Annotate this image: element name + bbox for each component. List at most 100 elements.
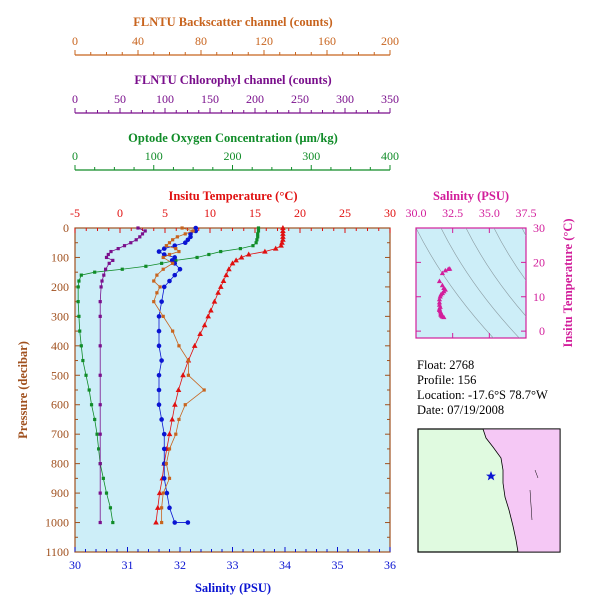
chlorophyll-tick-label: 150 — [201, 92, 219, 106]
backscatter-point — [186, 358, 190, 363]
oxygen-point — [256, 232, 260, 236]
backscatter-point — [155, 273, 159, 277]
temperature-point — [279, 239, 285, 245]
chlorophyll-point — [98, 314, 102, 318]
backscatter-point — [167, 476, 172, 480]
oxygen-point — [174, 258, 178, 262]
chlorophyll-point — [116, 247, 120, 251]
oxygen-point — [207, 252, 211, 257]
inset-y-tick-label: 10 — [533, 290, 545, 304]
salinity-point — [159, 358, 164, 363]
salinity-point — [167, 505, 172, 511]
temperature-point — [280, 225, 286, 230]
chlorophyll-point — [98, 373, 102, 377]
temperature-point — [169, 416, 175, 422]
float-position-star — [486, 471, 496, 481]
chlorophyll-point — [98, 520, 102, 525]
oxygen-point — [195, 255, 199, 260]
chlorophyll-point — [98, 491, 102, 495]
salinity-point — [156, 343, 162, 349]
oxygen-point — [95, 432, 99, 436]
oxygen-point — [76, 300, 80, 304]
temperature-point — [280, 227, 286, 233]
oxygen-point — [101, 476, 105, 480]
backscatter-point — [202, 388, 206, 392]
salinity-point — [169, 258, 175, 263]
density-contour — [465, 228, 526, 317]
temperature-point — [180, 372, 186, 378]
inset-x-tick-label: 37.5 — [516, 206, 537, 220]
chlorophyll-point — [98, 403, 102, 407]
chlorophyll-point — [140, 232, 145, 236]
chlorophyll-point — [98, 300, 102, 304]
backscatter-point — [174, 247, 178, 251]
oxygen-point — [89, 403, 94, 407]
salinity-tick-label: 30 — [69, 558, 81, 572]
temperature-tick-label: 5 — [162, 206, 168, 220]
backscatter-point — [177, 344, 181, 348]
salinity-point — [167, 278, 172, 284]
backscatter-point — [191, 229, 195, 233]
salinity-tick-label: 31 — [122, 558, 134, 572]
backscatter-point — [155, 291, 159, 295]
backscatter-point — [164, 462, 168, 466]
backscatter-point — [183, 403, 187, 407]
inset-x-tick-label: 32.5 — [442, 206, 463, 220]
float-number: Float: 2768 — [417, 358, 474, 372]
temperature-point — [233, 257, 239, 263]
profile-number: Profile: 156 — [417, 373, 476, 387]
pressure-axis-title: Pressure (decibar) — [16, 341, 30, 439]
inset-y-tick-label: 30 — [533, 221, 545, 235]
backscatter-point — [171, 329, 175, 333]
backscatter-point — [158, 285, 162, 289]
temperature-tick-label: 0 — [117, 206, 123, 220]
oxygen-point — [81, 358, 85, 363]
inset-x-tick-label: 30.0 — [406, 206, 427, 220]
temperature-tick-label: -5 — [70, 206, 80, 220]
temperature-point — [166, 431, 173, 437]
pressure-tick-label: 400 — [51, 339, 69, 353]
density-contours — [416, 228, 526, 338]
map-inner-border — [529, 469, 539, 521]
ts-point — [436, 296, 443, 302]
salinity-point — [172, 255, 178, 260]
chlorophyll-tick-label: 50 — [114, 92, 126, 106]
chlorophyll-point — [99, 285, 103, 289]
salinity-point — [156, 402, 162, 408]
map-land — [482, 428, 561, 553]
chlorophyll-point — [98, 432, 102, 436]
backscatter-point — [152, 279, 156, 283]
temperature-point — [280, 230, 286, 236]
oxygen-point — [256, 235, 260, 239]
oxygen-tick-label: 300 — [302, 149, 320, 163]
date-text: Date: 07/19/2008 — [417, 403, 504, 417]
density-contour — [493, 228, 526, 281]
temperature-point — [215, 289, 221, 295]
temperature-point — [191, 342, 198, 348]
pressure-tick-label: 700 — [51, 427, 69, 441]
location-text: Location: -17.6°S 78.7°W — [417, 388, 548, 402]
chlorophyll-point — [111, 258, 115, 262]
temperature-tick-label: 10 — [204, 206, 216, 220]
ts-point — [436, 278, 443, 284]
oxygen-point — [160, 261, 164, 265]
pressure-tick-label: 1100 — [45, 545, 69, 559]
ts-point — [436, 299, 443, 305]
oxygen-point — [97, 447, 101, 451]
oxygen-point — [255, 238, 259, 242]
backscatter-point — [161, 255, 165, 260]
chlorophyll-tick-label: 300 — [336, 92, 354, 106]
salinity-tick-label: 33 — [227, 558, 239, 572]
oxygen-point — [238, 247, 242, 251]
chlorophyll-point — [106, 252, 110, 257]
salinity-point — [156, 314, 162, 319]
salinity-point — [172, 520, 178, 525]
backscatter-tick-label: 0 — [72, 34, 78, 48]
oxygen-point — [76, 285, 80, 289]
oxygen-point — [256, 226, 261, 230]
temperature-point — [245, 251, 252, 257]
pressure-tick-label: 0 — [63, 221, 69, 235]
temperature-point — [218, 283, 224, 289]
salinity-point — [156, 372, 162, 378]
